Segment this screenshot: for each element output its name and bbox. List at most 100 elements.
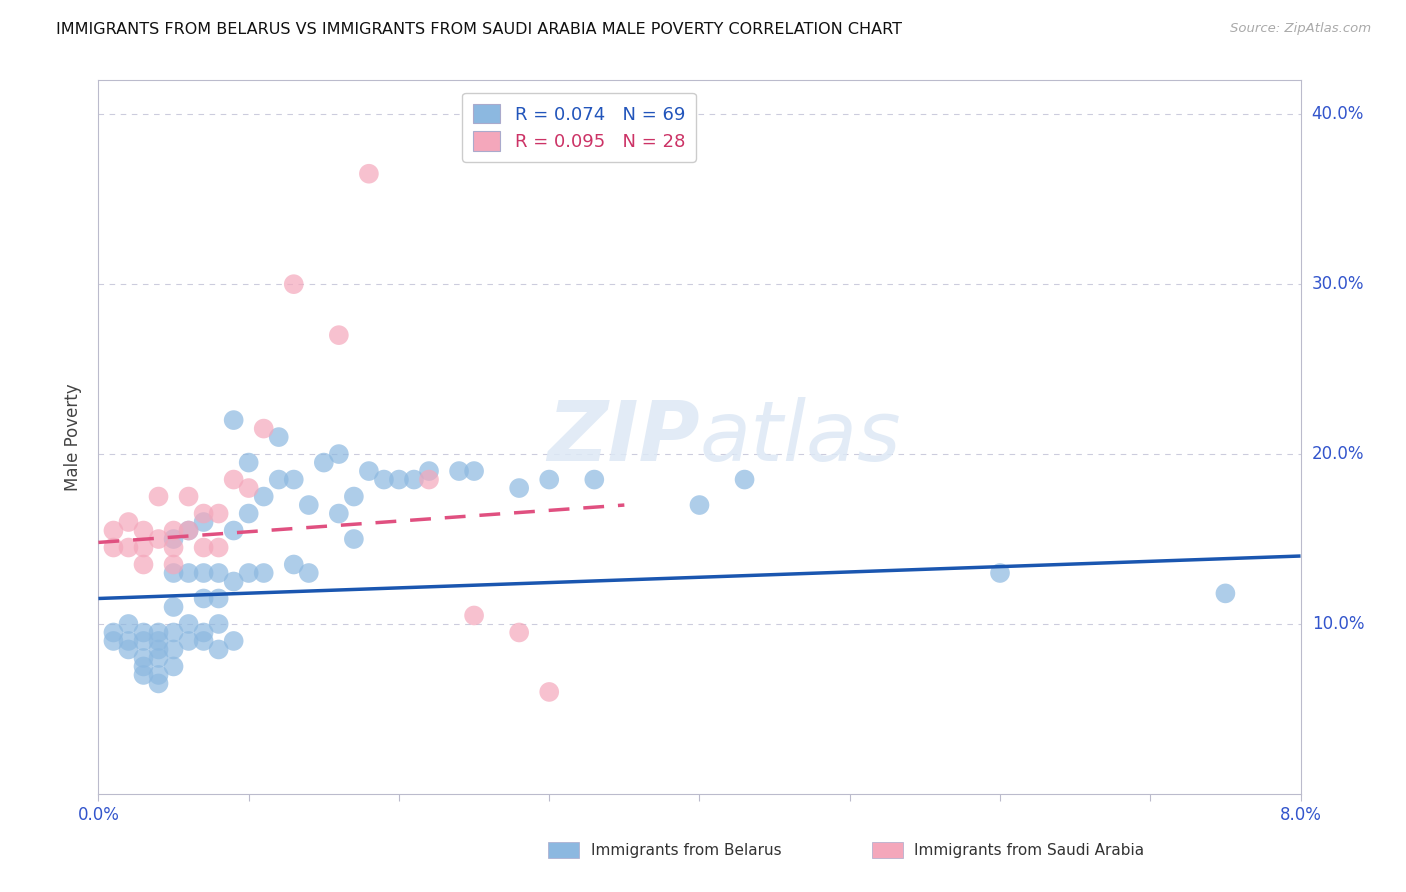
Point bbox=[162, 524, 184, 538]
Text: 20.0%: 20.0% bbox=[1312, 445, 1364, 463]
Y-axis label: Male Poverty: Male Poverty bbox=[65, 384, 83, 491]
Point bbox=[162, 532, 184, 546]
Point bbox=[222, 524, 245, 538]
Point bbox=[283, 473, 305, 487]
Point bbox=[253, 490, 276, 504]
Point bbox=[357, 167, 380, 181]
Point bbox=[328, 447, 350, 461]
Point bbox=[132, 541, 155, 555]
Point bbox=[177, 490, 200, 504]
Text: 40.0%: 40.0% bbox=[1312, 105, 1364, 123]
Point bbox=[1215, 586, 1237, 600]
Point bbox=[208, 541, 231, 555]
Point bbox=[538, 685, 561, 699]
Point bbox=[132, 634, 155, 648]
Point bbox=[538, 473, 561, 487]
Point bbox=[222, 473, 245, 487]
Point bbox=[373, 473, 395, 487]
Point bbox=[463, 608, 485, 623]
Text: 30.0%: 30.0% bbox=[1312, 275, 1364, 293]
Point bbox=[177, 566, 200, 580]
Point bbox=[177, 634, 200, 648]
Point bbox=[193, 634, 215, 648]
Point bbox=[193, 541, 215, 555]
Point bbox=[208, 591, 231, 606]
Point bbox=[117, 634, 139, 648]
Point bbox=[193, 566, 215, 580]
Point bbox=[177, 524, 200, 538]
Point bbox=[418, 464, 440, 478]
Point bbox=[508, 625, 530, 640]
Point bbox=[162, 558, 184, 572]
Point bbox=[222, 413, 245, 427]
Point bbox=[148, 625, 170, 640]
Point bbox=[132, 651, 155, 665]
Point bbox=[402, 473, 425, 487]
Point bbox=[283, 558, 305, 572]
Text: Immigrants from Saudi Arabia: Immigrants from Saudi Arabia bbox=[914, 843, 1144, 857]
Point bbox=[162, 541, 184, 555]
Point bbox=[148, 668, 170, 682]
Text: IMMIGRANTS FROM BELARUS VS IMMIGRANTS FROM SAUDI ARABIA MALE POVERTY CORRELATION: IMMIGRANTS FROM BELARUS VS IMMIGRANTS FR… bbox=[56, 22, 903, 37]
Point bbox=[162, 659, 184, 673]
Point bbox=[583, 473, 606, 487]
Point bbox=[177, 617, 200, 632]
Point bbox=[267, 473, 290, 487]
Point bbox=[208, 642, 231, 657]
Point bbox=[357, 464, 380, 478]
Point bbox=[132, 625, 155, 640]
Point bbox=[298, 566, 321, 580]
Point bbox=[447, 464, 470, 478]
Point bbox=[238, 481, 260, 495]
Point bbox=[253, 566, 276, 580]
Text: Source: ZipAtlas.com: Source: ZipAtlas.com bbox=[1230, 22, 1371, 36]
Point bbox=[298, 498, 321, 512]
Point bbox=[193, 625, 215, 640]
Point bbox=[177, 524, 200, 538]
Point bbox=[208, 617, 231, 632]
Text: atlas: atlas bbox=[699, 397, 901, 477]
Point bbox=[388, 473, 411, 487]
Point bbox=[238, 507, 260, 521]
Point bbox=[988, 566, 1011, 580]
Point bbox=[117, 617, 139, 632]
Point bbox=[148, 651, 170, 665]
Point bbox=[688, 498, 710, 512]
Point bbox=[117, 541, 139, 555]
Point bbox=[734, 473, 756, 487]
Point bbox=[132, 668, 155, 682]
Point bbox=[328, 328, 350, 343]
Point bbox=[162, 566, 184, 580]
Point bbox=[208, 566, 231, 580]
Point bbox=[103, 625, 125, 640]
Point bbox=[132, 558, 155, 572]
Point bbox=[418, 473, 440, 487]
Point bbox=[132, 659, 155, 673]
Point bbox=[117, 642, 139, 657]
Text: ZIP: ZIP bbox=[547, 397, 699, 477]
Point bbox=[193, 515, 215, 529]
Point bbox=[148, 634, 170, 648]
Point bbox=[148, 490, 170, 504]
Point bbox=[103, 524, 125, 538]
Point bbox=[343, 490, 366, 504]
Point bbox=[463, 464, 485, 478]
Point bbox=[238, 456, 260, 470]
Point bbox=[103, 541, 125, 555]
Point bbox=[148, 532, 170, 546]
Point bbox=[193, 591, 215, 606]
Point bbox=[103, 634, 125, 648]
Point bbox=[132, 524, 155, 538]
Legend: R = 0.074   N = 69, R = 0.095   N = 28: R = 0.074 N = 69, R = 0.095 N = 28 bbox=[463, 93, 696, 161]
Point bbox=[253, 421, 276, 435]
Point bbox=[222, 574, 245, 589]
Point bbox=[508, 481, 530, 495]
Text: 10.0%: 10.0% bbox=[1312, 615, 1364, 633]
Point bbox=[267, 430, 290, 444]
Point bbox=[193, 507, 215, 521]
Text: Immigrants from Belarus: Immigrants from Belarus bbox=[591, 843, 782, 857]
Point bbox=[162, 642, 184, 657]
Point bbox=[162, 625, 184, 640]
Point bbox=[343, 532, 366, 546]
Point bbox=[283, 277, 305, 292]
